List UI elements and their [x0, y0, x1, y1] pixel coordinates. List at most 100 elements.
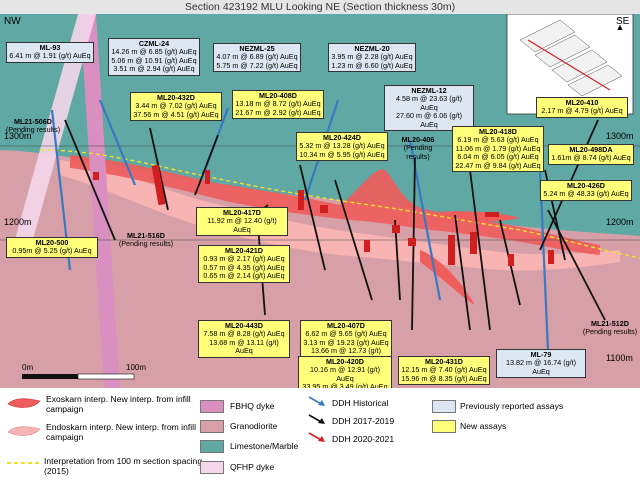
assay-hole-name: ML20-500	[35, 238, 69, 247]
assay-line: 13.68 m @ 13.11 (g/t) AuEq	[209, 337, 279, 356]
assay-hole-name: ML20-443D	[225, 321, 263, 330]
elevation-label-1100-right: 1100m	[606, 353, 633, 363]
new-assays-swatch	[432, 420, 456, 433]
inset-block	[551, 49, 608, 83]
pending-label-ml21-512d: ML21-512D (Pending results)	[582, 319, 638, 337]
legend-new-assays: New assays	[460, 421, 507, 431]
scale-bar-black	[22, 374, 78, 379]
assay-box-czml24: CZML-24 14.26 m @ 6.85 (g/t) AuEq 5.06 m…	[108, 38, 200, 76]
pending-label-ml21-516d: ML21-516D (Pending results)	[118, 231, 174, 249]
assay-line: 13.18 m @ 8.72 (g/t) AuEq	[235, 99, 321, 109]
historical-drill-icon	[308, 396, 325, 406]
elevation-label-1200-right: 1200m	[606, 217, 634, 227]
assay-hole-name: ML20-420D	[326, 357, 364, 366]
hole-ml20420d	[454, 214, 471, 331]
intercept-segments	[93, 164, 554, 266]
intercept	[508, 254, 514, 266]
scale-start-label: 0m	[22, 363, 34, 372]
assay-line: 11.06 m @ 1.79 (g/t) AuEq	[455, 143, 541, 153]
assay-hole-name: ML20-432D	[157, 93, 195, 102]
assay-hole-name: ML20-424D	[323, 133, 361, 142]
legend-exoskarn: Exoskarn interp. New interp. from infill…	[46, 394, 191, 414]
scale-bar	[22, 373, 135, 380]
intercept	[485, 212, 499, 217]
assay-hole-name: ML20-417D	[223, 208, 261, 217]
assay-hole-name: ML20-431D	[425, 357, 463, 366]
elevation-label-1300-right: 1300m	[606, 131, 634, 141]
hole-ml20421d	[334, 179, 373, 301]
assay-box-ml20-426d: ML20-426D 5.24 m @ 48.33 (g/t) AuEq	[540, 180, 632, 201]
assay-box-nezml20: NEZML-20 3.95 m @ 2.28 (g/t) AuEq 1.23 m…	[328, 43, 416, 73]
assay-hole-name: NEZML-20	[354, 44, 390, 53]
assay-line: 3.13 m @ 19.23 (g/t) AuEq	[303, 337, 389, 347]
assay-hole-name: ML20-498DA	[569, 145, 613, 154]
assay-line: 6.04 m @ 6.05 (g/t) AuEq	[457, 152, 539, 162]
direction-nw: NW	[4, 16, 21, 27]
assay-line: 14.26 m @ 6.85 (g/t) AuEq	[111, 47, 197, 57]
exoskarn-lens	[440, 211, 520, 223]
intercept	[151, 164, 166, 206]
assay-hole-name: ML20-407D	[327, 321, 365, 330]
pending-hole-name: ML21-506D	[14, 117, 52, 126]
assay-line: 1.61m @ 8.74 (g/t) AuEq	[551, 153, 631, 163]
assay-box-ml20-408d: ML20-408D 13.18 m @ 8.72 (g/t) AuEq 21.6…	[232, 90, 324, 120]
assay-line: 4.07 m @ 6.89 (g/t) AuEq	[216, 52, 298, 62]
endoskarn-swatch	[7, 426, 41, 436]
legend-limestone: Limestone/Marble	[230, 441, 299, 451]
legend-endoskarn: Endoskarn interp. New interp. from infil…	[46, 422, 196, 442]
granodiorite-swatch	[200, 420, 224, 433]
direction-se: SE	[616, 16, 630, 27]
assay-line: 0.95m @ 5.25 (g/t) AuEq	[12, 246, 92, 256]
intercept	[448, 235, 455, 265]
pending-label-ml21-506d: ML21-506D (Pending results)	[4, 117, 62, 135]
legend-prev-assays: Previously reported assays	[460, 401, 564, 411]
interp100-swatch	[7, 462, 39, 464]
intercept	[93, 172, 99, 180]
assay-line: 6.19 m @ 5.63 (g/t) AuEq	[457, 135, 539, 145]
assay-box-ml20-431d: ML20-431D 12.15 m @ 7.40 (g/t) AuEq 15.9…	[398, 356, 490, 386]
assay-box-nezml25: NEZML-25 4.07 m @ 6.89 (g/t) AuEq 5.75 m…	[213, 43, 301, 73]
assay-line: 10.34 m @ 5.95 (g/t) AuEq	[299, 149, 385, 159]
assay-line: 7.58 m @ 8.28 (g/t) AuEq	[203, 329, 285, 339]
assay-box-ml20-417d: ML20-417D 11.92 m @ 12.40 (g/t) AuEq	[196, 207, 288, 237]
assay-hole-name: NEZML-12	[411, 86, 447, 95]
assay-line: 6.62 m @ 9.65 (g/t) AuEq	[305, 329, 387, 339]
fbhq-swatch	[200, 400, 224, 413]
assay-line: 11.92 m @ 12.40 (g/t) AuEq	[207, 216, 277, 234]
intercept	[298, 190, 304, 210]
limestone-swatch	[200, 440, 224, 453]
assay-line: 5.24 m @ 48.33 (g/t) AuEq	[543, 189, 629, 199]
assay-hole-name: ML20-421D	[225, 246, 263, 255]
assay-line: 4.58 m @ 23.63 (g/t) AuEq	[395, 94, 463, 112]
intercept	[470, 232, 477, 254]
assay-hole-name: ML20-410	[565, 98, 599, 107]
assay-line: 37.56 m @ 4.51 (g/t) AuEq	[133, 109, 219, 119]
exoskarn-swatch	[7, 398, 41, 408]
hole-ml20418d	[469, 169, 491, 331]
assay-box-ml20-498da: ML20-498DA 1.61m @ 8.74 (g/t) AuEq	[548, 144, 634, 165]
assay-hole-name: ML20-426D	[567, 181, 605, 190]
assay-hole-name: ML-79	[530, 350, 552, 359]
assay-line: 27.60 m @ 6.06 (g/t) AuEq	[395, 111, 463, 129]
inset-block	[534, 34, 591, 68]
legend-qfhp: QFHP dyke	[230, 462, 275, 472]
prev-assays-swatch	[432, 400, 456, 413]
elevation-label-1300-left: 1300m	[4, 131, 32, 141]
legend-ddh2020: DDH 2020-2021	[332, 434, 395, 444]
assay-box-ml20-424d: ML20-424D 5.32 m @ 13.28 (g/t) AuEq 10.3…	[296, 132, 388, 162]
legend-ddh2017: DDH 2017-2019	[332, 416, 395, 426]
assay-box-ml20-420d: ML20-420D 10.16 m @ 12.91 (g/t) AuEq 33.…	[298, 356, 392, 394]
hole-ml20407d	[394, 219, 401, 301]
pending-hole-name: ML21-516D	[127, 231, 165, 240]
assay-box-ml20-443d: ML20-443D 7.58 m @ 8.28 (g/t) AuEq 13.68…	[198, 320, 290, 358]
assay-box-ml93: ML-93 6.41 m @ 1.91 (g/t) AuEq	[6, 42, 94, 63]
elevation-label-1200-left: 1200m	[4, 217, 32, 227]
assay-line: 6.41 m @ 1.91 (g/t) AuEq	[9, 51, 91, 61]
ddh2020-drill-icon	[308, 432, 325, 442]
assay-box-ml20-410: ML20-410 2.17 m @ 4.79 (g/t) AuEq	[536, 97, 628, 118]
legend-historical: DDH Historical	[332, 398, 389, 408]
fbhq-dyke	[80, 14, 120, 389]
pending-note: (Pending results)	[403, 143, 433, 161]
intercept	[392, 225, 400, 233]
